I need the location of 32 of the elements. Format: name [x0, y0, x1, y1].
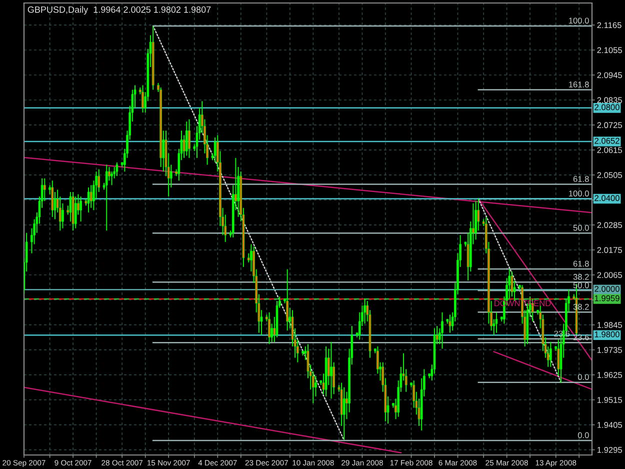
y-tick-label: 2.0945 — [597, 72, 622, 78]
y-tick-label: 2.0725 — [597, 122, 622, 128]
y-tick-label: 1.9845 — [597, 322, 622, 328]
annotation: 61.8 — [573, 260, 589, 267]
ref-line-label: 2.0800 — [594, 104, 620, 110]
ref-line-label: 2.0400 — [594, 195, 620, 202]
y-tick-label: 2.0505 — [597, 172, 622, 178]
y-tick-label: 2.0615 — [597, 147, 622, 154]
annotation: 100.0 — [569, 18, 589, 24]
y-tick-label: 1.9295 — [597, 446, 622, 453]
annotation: 38.2 — [573, 274, 589, 280]
annotation: 61.8 — [573, 176, 589, 182]
ref-line-label: 2.0000 — [594, 286, 620, 292]
y-tick-label: 1.9515 — [597, 397, 622, 403]
y-tick-label: 2.1055 — [597, 47, 622, 54]
y-tick-label: 1.9405 — [597, 422, 622, 428]
y-tick-label: 2.1165 — [597, 22, 622, 28]
ref-line-label: 1.9800 — [594, 331, 620, 338]
y-tick-label: 2.0835 — [597, 97, 622, 104]
ref-line-label: 1.9959 — [594, 295, 620, 302]
annotation: 50.0 — [573, 224, 589, 231]
y-tick-label: 2.0175 — [597, 247, 622, 253]
y-tick-label: 2.0285 — [597, 222, 622, 228]
y-tick-label: 1.9735 — [597, 347, 622, 353]
y-tick-label: 2.0065 — [597, 272, 622, 278]
annotation: 0.0 — [578, 374, 589, 380]
annotation: 100.0 — [569, 190, 589, 196]
y-tick-label: 1.9625 — [597, 372, 622, 378]
annotation: 0.0 — [578, 432, 589, 438]
chart-title: GBPUSD,Daily 1.9964 2.0025 1.9802 1.9807 — [28, 6, 211, 15]
ref-line-label: 2.0652 — [594, 138, 620, 144]
annotation: 161.8 — [569, 82, 589, 88]
